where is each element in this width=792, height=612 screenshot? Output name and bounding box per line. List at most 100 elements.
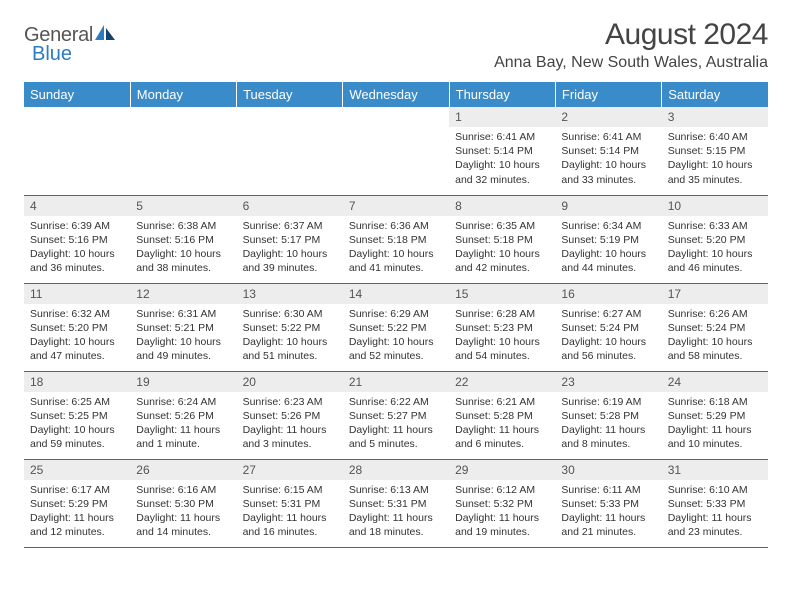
daylight-text: Daylight: 11 hours and 23 minutes. (668, 511, 762, 539)
daylight-text: Daylight: 11 hours and 1 minute. (136, 423, 230, 451)
daylight-text: Daylight: 10 hours and 51 minutes. (243, 335, 337, 363)
logo: General Blue (24, 24, 117, 66)
calendar-cell (237, 107, 343, 195)
day-header: Tuesday (237, 82, 343, 107)
calendar-row: 18Sunrise: 6:25 AMSunset: 5:25 PMDayligh… (24, 371, 768, 459)
sunrise-text: Sunrise: 6:17 AM (30, 483, 124, 497)
calendar-cell: 6Sunrise: 6:37 AMSunset: 5:17 PMDaylight… (237, 195, 343, 283)
daylight-text: Daylight: 10 hours and 44 minutes. (561, 247, 655, 275)
calendar-row: 1Sunrise: 6:41 AMSunset: 5:14 PMDaylight… (24, 107, 768, 195)
daylight-text: Daylight: 10 hours and 41 minutes. (349, 247, 443, 275)
month-title: August 2024 (494, 18, 768, 52)
day-content: Sunrise: 6:22 AMSunset: 5:27 PMDaylight:… (343, 392, 449, 455)
sunset-text: Sunset: 5:24 PM (668, 321, 762, 335)
daylight-text: Daylight: 10 hours and 35 minutes. (668, 158, 762, 186)
sunset-text: Sunset: 5:14 PM (455, 144, 549, 158)
sunrise-text: Sunrise: 6:22 AM (349, 395, 443, 409)
day-number: 23 (555, 372, 661, 392)
sunrise-text: Sunrise: 6:39 AM (30, 219, 124, 233)
day-content: Sunrise: 6:41 AMSunset: 5:14 PMDaylight:… (449, 127, 555, 190)
sunrise-text: Sunrise: 6:24 AM (136, 395, 230, 409)
sunrise-text: Sunrise: 6:13 AM (349, 483, 443, 497)
daylight-text: Daylight: 11 hours and 8 minutes. (561, 423, 655, 451)
day-number: 24 (662, 372, 768, 392)
day-number: 31 (662, 460, 768, 480)
daylight-text: Daylight: 11 hours and 6 minutes. (455, 423, 549, 451)
day-number: 20 (237, 372, 343, 392)
day-number: 2 (555, 107, 661, 127)
logo-text-block: General Blue (24, 24, 117, 66)
calendar-row: 25Sunrise: 6:17 AMSunset: 5:29 PMDayligh… (24, 459, 768, 547)
daylight-text: Daylight: 11 hours and 3 minutes. (243, 423, 337, 451)
day-content: Sunrise: 6:10 AMSunset: 5:33 PMDaylight:… (662, 480, 768, 543)
daylight-text: Daylight: 11 hours and 14 minutes. (136, 511, 230, 539)
sunrise-text: Sunrise: 6:15 AM (243, 483, 337, 497)
day-content: Sunrise: 6:26 AMSunset: 5:24 PMDaylight:… (662, 304, 768, 367)
day-header: Wednesday (343, 82, 449, 107)
sunrise-text: Sunrise: 6:29 AM (349, 307, 443, 321)
daylight-text: Daylight: 11 hours and 5 minutes. (349, 423, 443, 451)
day-number: 4 (24, 196, 130, 216)
sunrise-text: Sunrise: 6:41 AM (455, 130, 549, 144)
sunset-text: Sunset: 5:17 PM (243, 233, 337, 247)
calendar-row: 4Sunrise: 6:39 AMSunset: 5:16 PMDaylight… (24, 195, 768, 283)
calendar-row: 11Sunrise: 6:32 AMSunset: 5:20 PMDayligh… (24, 283, 768, 371)
day-number: 27 (237, 460, 343, 480)
sunset-text: Sunset: 5:18 PM (455, 233, 549, 247)
day-number: 16 (555, 284, 661, 304)
day-content: Sunrise: 6:28 AMSunset: 5:23 PMDaylight:… (449, 304, 555, 367)
daylight-text: Daylight: 10 hours and 47 minutes. (30, 335, 124, 363)
location: Anna Bay, New South Wales, Australia (494, 54, 768, 72)
day-number: 12 (130, 284, 236, 304)
day-content: Sunrise: 6:11 AMSunset: 5:33 PMDaylight:… (555, 480, 661, 543)
sunrise-text: Sunrise: 6:37 AM (243, 219, 337, 233)
day-header: Thursday (449, 82, 555, 107)
sunset-text: Sunset: 5:20 PM (668, 233, 762, 247)
calendar-cell: 24Sunrise: 6:18 AMSunset: 5:29 PMDayligh… (662, 371, 768, 459)
sunset-text: Sunset: 5:26 PM (136, 409, 230, 423)
sunset-text: Sunset: 5:22 PM (349, 321, 443, 335)
day-content: Sunrise: 6:36 AMSunset: 5:18 PMDaylight:… (343, 216, 449, 279)
daylight-text: Daylight: 10 hours and 54 minutes. (455, 335, 549, 363)
calendar-cell: 15Sunrise: 6:28 AMSunset: 5:23 PMDayligh… (449, 283, 555, 371)
day-content: Sunrise: 6:13 AMSunset: 5:31 PMDaylight:… (343, 480, 449, 543)
calendar-cell: 23Sunrise: 6:19 AMSunset: 5:28 PMDayligh… (555, 371, 661, 459)
calendar-page: General Blue August 2024 Anna Bay, New S… (0, 0, 792, 566)
sunset-text: Sunset: 5:22 PM (243, 321, 337, 335)
day-number: 21 (343, 372, 449, 392)
calendar-cell: 27Sunrise: 6:15 AMSunset: 5:31 PMDayligh… (237, 459, 343, 547)
daylight-text: Daylight: 10 hours and 59 minutes. (30, 423, 124, 451)
calendar-cell: 12Sunrise: 6:31 AMSunset: 5:21 PMDayligh… (130, 283, 236, 371)
calendar-cell (130, 107, 236, 195)
day-number: 14 (343, 284, 449, 304)
day-content: Sunrise: 6:39 AMSunset: 5:16 PMDaylight:… (24, 216, 130, 279)
daylight-text: Daylight: 10 hours and 32 minutes. (455, 158, 549, 186)
sunset-text: Sunset: 5:18 PM (349, 233, 443, 247)
calendar-cell: 14Sunrise: 6:29 AMSunset: 5:22 PMDayligh… (343, 283, 449, 371)
sunset-text: Sunset: 5:16 PM (30, 233, 124, 247)
day-content: Sunrise: 6:21 AMSunset: 5:28 PMDaylight:… (449, 392, 555, 455)
sunset-text: Sunset: 5:31 PM (243, 497, 337, 511)
day-number: 5 (130, 196, 236, 216)
sunrise-text: Sunrise: 6:41 AM (561, 130, 655, 144)
sunset-text: Sunset: 5:16 PM (136, 233, 230, 247)
day-content: Sunrise: 6:27 AMSunset: 5:24 PMDaylight:… (555, 304, 661, 367)
day-content: Sunrise: 6:18 AMSunset: 5:29 PMDaylight:… (662, 392, 768, 455)
day-content: Sunrise: 6:31 AMSunset: 5:21 PMDaylight:… (130, 304, 236, 367)
calendar-cell: 17Sunrise: 6:26 AMSunset: 5:24 PMDayligh… (662, 283, 768, 371)
calendar-cell: 11Sunrise: 6:32 AMSunset: 5:20 PMDayligh… (24, 283, 130, 371)
daylight-text: Daylight: 10 hours and 38 minutes. (136, 247, 230, 275)
sunrise-text: Sunrise: 6:30 AM (243, 307, 337, 321)
day-header: Friday (555, 82, 661, 107)
sunset-text: Sunset: 5:32 PM (455, 497, 549, 511)
sunset-text: Sunset: 5:27 PM (349, 409, 443, 423)
daylight-text: Daylight: 10 hours and 49 minutes. (136, 335, 230, 363)
day-content: Sunrise: 6:34 AMSunset: 5:19 PMDaylight:… (555, 216, 661, 279)
calendar-cell: 18Sunrise: 6:25 AMSunset: 5:25 PMDayligh… (24, 371, 130, 459)
day-number: 22 (449, 372, 555, 392)
sunrise-text: Sunrise: 6:28 AM (455, 307, 549, 321)
day-content: Sunrise: 6:30 AMSunset: 5:22 PMDaylight:… (237, 304, 343, 367)
daylight-text: Daylight: 11 hours and 18 minutes. (349, 511, 443, 539)
day-number: 13 (237, 284, 343, 304)
day-content: Sunrise: 6:41 AMSunset: 5:14 PMDaylight:… (555, 127, 661, 190)
